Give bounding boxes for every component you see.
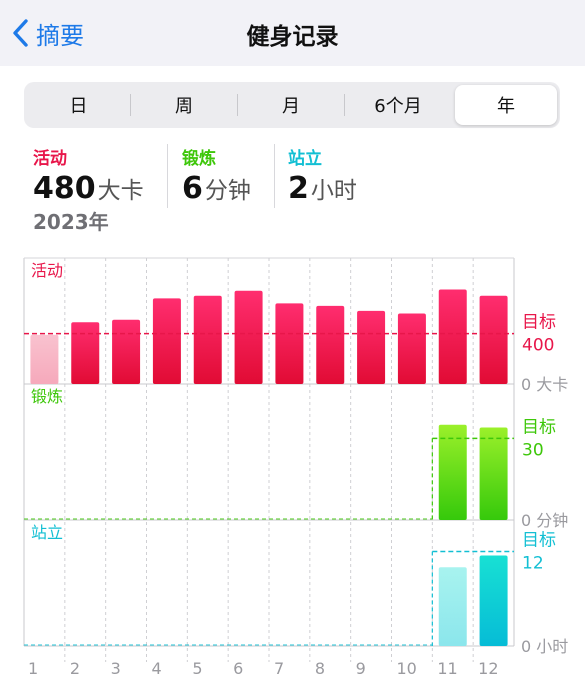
x-tick-label: 2 — [70, 659, 80, 678]
summary-exercise: 锻炼 6分钟 — [182, 144, 251, 206]
period-segmented-control: 日 周 月 6个月 年 — [24, 82, 560, 128]
zero-label: 0 小时 — [521, 637, 568, 656]
x-tick-label: 11 — [437, 659, 457, 678]
x-tick-label: 12 — [478, 659, 498, 678]
stand-value: 2 — [288, 171, 309, 206]
bar-活动-9 — [357, 310, 386, 384]
bar-活动-11 — [438, 289, 467, 384]
bar-活动-10 — [397, 313, 426, 384]
stand-label: 站立 — [288, 149, 322, 169]
page-title: 健身记录 — [246, 24, 339, 50]
bar-锻炼-12 — [479, 427, 508, 520]
summary-divider — [274, 144, 275, 208]
bar-活动-12 — [479, 295, 508, 384]
x-tick-label: 7 — [274, 659, 284, 678]
goal-label: 目标 — [522, 313, 556, 333]
x-tick-label: 1 — [28, 659, 38, 678]
exercise-value-row: 6分钟 — [182, 171, 251, 206]
bar-活动-8 — [316, 305, 345, 384]
x-tick-label: 5 — [192, 659, 202, 678]
navigation-bar: 摘要 健身记录 — [0, 0, 585, 66]
x-tick-label: 8 — [315, 659, 325, 678]
bar-锻炼-11 — [438, 424, 467, 520]
exercise-unit: 分钟 — [204, 178, 251, 204]
segment-month[interactable]: 月 — [282, 96, 300, 117]
x-tick-label: 6 — [233, 659, 243, 678]
x-tick-label: 9 — [356, 659, 366, 678]
bar-活动-2 — [71, 322, 100, 384]
segment-week[interactable]: 周 — [175, 96, 193, 117]
segment-divider — [237, 94, 238, 116]
bar-活动-7 — [275, 303, 304, 384]
panel-title-站立: 站立 — [31, 523, 63, 542]
segment-year[interactable]: 年 — [455, 85, 557, 125]
goal-value: 30 — [522, 440, 544, 460]
goal-value: 400 — [522, 336, 554, 356]
year-label: 2023年 — [33, 210, 109, 234]
bar-站立-11 — [438, 567, 467, 646]
move-value-row: 480大卡 — [33, 171, 144, 206]
bar-活动-1 — [30, 334, 59, 384]
exercise-value: 6 — [182, 171, 203, 206]
summary-stand: 站立 2小时 — [288, 144, 357, 206]
summary-section: 活动 480大卡 锻炼 6分钟 站立 2小时 2023年 — [0, 140, 585, 240]
exercise-label: 锻炼 — [182, 149, 216, 169]
bar-活动-5 — [193, 295, 222, 384]
stand-unit: 小时 — [310, 178, 357, 204]
back-button[interactable]: 摘要 — [10, 14, 84, 52]
bar-活动-4 — [152, 298, 181, 384]
panel-title-活动: 活动 — [31, 261, 63, 280]
move-unit: 大卡 — [97, 178, 144, 204]
bar-站立-12 — [479, 555, 508, 646]
x-tick-label: 3 — [111, 659, 121, 678]
segment-divider — [344, 94, 345, 116]
bar-活动-3 — [112, 319, 141, 384]
zero-label: 0 分钟 — [521, 511, 568, 530]
goal-value: 12 — [522, 554, 544, 574]
x-tick-label: 10 — [397, 659, 417, 678]
summary-divider — [167, 144, 168, 208]
x-tick-label: 4 — [152, 659, 162, 678]
stand-value-row: 2小时 — [288, 171, 357, 206]
segment-six-months[interactable]: 6个月 — [374, 96, 422, 117]
segment-divider — [130, 94, 131, 116]
goal-label: 目标 — [522, 531, 556, 551]
panel-title-锻炼: 锻炼 — [31, 387, 63, 406]
bar-活动-6 — [234, 290, 263, 384]
back-label: 摘要 — [36, 21, 84, 50]
move-value: 480 — [33, 171, 96, 206]
chevron-left-icon — [13, 19, 28, 47]
move-label: 活动 — [33, 149, 67, 169]
goal-label: 目标 — [522, 417, 556, 437]
segment-day[interactable]: 日 — [69, 96, 88, 117]
summary-move: 活动 480大卡 — [33, 144, 144, 206]
zero-label: 0 大卡 — [521, 375, 568, 394]
